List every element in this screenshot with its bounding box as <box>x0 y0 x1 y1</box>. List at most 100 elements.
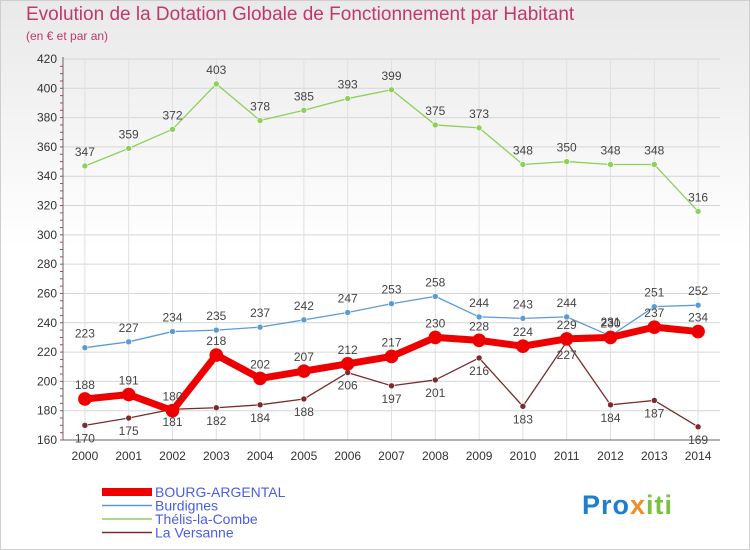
brand-part-3: iti <box>646 490 674 520</box>
data-point-bourg-argental <box>297 364 311 378</box>
y-tick-label: 420 <box>37 52 57 66</box>
y-tick-label: 340 <box>37 169 57 183</box>
data-point-bourg-argental <box>428 330 443 345</box>
data-point-la-versanne <box>607 401 614 409</box>
data-point-bourg-argental <box>384 349 399 364</box>
data-point-la-versanne <box>81 422 89 429</box>
data-label-bourg-argental: 229 <box>557 318 577 332</box>
data-label-bourg-argental: 237 <box>644 306 664 320</box>
data-label-la-versanne: 197 <box>381 392 401 406</box>
data-label-la-versanne: 182 <box>206 414 226 428</box>
data-point-bourg-argental <box>516 339 530 354</box>
data-label-la-versanne: 184 <box>250 411 270 425</box>
y-tick-label: 160 <box>37 433 57 447</box>
legend-label-bourg-argental: BOURG-ARGENTAL <box>155 484 286 500</box>
data-label-burdignes: 223 <box>75 327 95 341</box>
y-tick-label: 200 <box>37 374 57 388</box>
data-label-bourg-argental: 218 <box>206 334 226 348</box>
x-tick-label: 2009 <box>466 449 493 463</box>
brand-part-1: Pro <box>582 490 631 520</box>
data-label-th-lis-la-combe: 393 <box>338 78 358 92</box>
y-tick-label: 180 <box>37 404 57 418</box>
data-point-la-versanne <box>431 376 439 384</box>
data-label-burdignes: 243 <box>513 297 533 311</box>
x-tick-label: 2002 <box>159 449 186 463</box>
y-tick-label: 320 <box>37 199 57 213</box>
data-point-th-lis-la-combe <box>169 126 176 133</box>
x-tick-label: 2000 <box>72 449 99 463</box>
data-label-la-versanne: 183 <box>513 412 533 426</box>
data-point-th-lis-la-combe <box>344 95 352 102</box>
data-point-burdignes <box>125 338 132 346</box>
data-point-bourg-argental <box>78 392 92 406</box>
legend-label-la-versanne: La Versanne <box>155 525 234 541</box>
data-label-th-lis-la-combe: 350 <box>557 141 577 155</box>
data-point-bourg-argental <box>340 356 355 371</box>
data-point-bourg-argental <box>647 320 662 334</box>
data-point-burdignes <box>81 344 89 351</box>
data-point-burdignes <box>169 328 176 335</box>
y-tick-label: 400 <box>37 81 57 95</box>
data-point-bourg-argental <box>165 403 180 418</box>
data-label-burdignes: 237 <box>250 306 270 320</box>
data-point-th-lis-la-combe <box>431 121 439 129</box>
y-tick-label: 280 <box>37 257 57 271</box>
data-label-th-lis-la-combe: 373 <box>469 107 489 121</box>
data-label-th-lis-la-combe: 403 <box>206 63 226 77</box>
data-label-la-versanne: 169 <box>688 433 708 447</box>
data-label-la-versanne: 170 <box>75 431 95 445</box>
data-label-burdignes: 234 <box>162 311 182 325</box>
data-point-burdignes <box>475 313 483 321</box>
data-label-burdignes: 258 <box>425 275 445 289</box>
data-label-bourg-argental: 224 <box>513 325 533 339</box>
x-tick-label: 2011 <box>554 449 580 463</box>
data-point-la-versanne <box>300 395 308 403</box>
x-tick-label: 2014 <box>685 449 712 463</box>
data-point-bourg-argental <box>121 387 136 402</box>
y-tick-label: 300 <box>37 228 57 242</box>
data-label-bourg-argental: 180 <box>162 390 182 404</box>
data-point-burdignes <box>213 326 220 334</box>
legend-label-burdignes: Burdignes <box>155 498 218 514</box>
data-label-bourg-argental: 188 <box>75 378 95 392</box>
data-point-la-versanne <box>519 402 527 410</box>
brand-part-2: x <box>630 490 647 520</box>
data-label-bourg-argental: 228 <box>469 319 489 333</box>
chart-title: Evolution de la Dotation Globale de Fonc… <box>26 4 575 25</box>
x-tick-label: 2005 <box>291 449 318 463</box>
data-label-la-versanne: 187 <box>644 406 664 420</box>
data-label-la-versanne: 227 <box>557 348 577 362</box>
y-tick-label: 240 <box>37 316 57 330</box>
data-point-th-lis-la-combe <box>519 161 527 168</box>
data-label-th-lis-la-combe: 348 <box>513 144 533 158</box>
x-tick-label: 2010 <box>510 449 537 463</box>
data-label-th-lis-la-combe: 348 <box>600 144 620 158</box>
x-tick-label: 2013 <box>641 449 668 463</box>
data-label-bourg-argental: 234 <box>688 311 708 325</box>
x-tick-label: 2003 <box>203 449 230 463</box>
data-label-bourg-argental: 230 <box>600 316 620 330</box>
data-point-burdignes <box>344 309 352 316</box>
data-point-bourg-argental <box>209 348 224 362</box>
data-label-burdignes: 253 <box>381 283 401 297</box>
data-label-bourg-argental: 202 <box>250 357 270 371</box>
data-point-bourg-argental <box>691 324 705 339</box>
data-point-la-versanne <box>694 423 702 431</box>
data-point-burdignes <box>256 323 264 331</box>
x-tick-label: 2008 <box>422 449 449 463</box>
y-tick-label: 220 <box>37 345 57 359</box>
x-tick-label: 2004 <box>247 449 274 463</box>
data-point-th-lis-la-combe <box>694 208 702 215</box>
data-label-bourg-argental: 207 <box>294 350 314 364</box>
data-point-burdignes <box>519 315 527 322</box>
data-label-burdignes: 251 <box>644 286 664 300</box>
data-label-th-lis-la-combe: 375 <box>425 104 445 118</box>
data-label-la-versanne: 201 <box>425 386 445 400</box>
data-label-bourg-argental: 191 <box>119 374 139 388</box>
data-point-bourg-argental <box>603 330 618 345</box>
data-label-la-versanne: 206 <box>338 379 358 393</box>
data-point-burdignes <box>300 316 308 324</box>
data-label-burdignes: 244 <box>557 296 577 310</box>
